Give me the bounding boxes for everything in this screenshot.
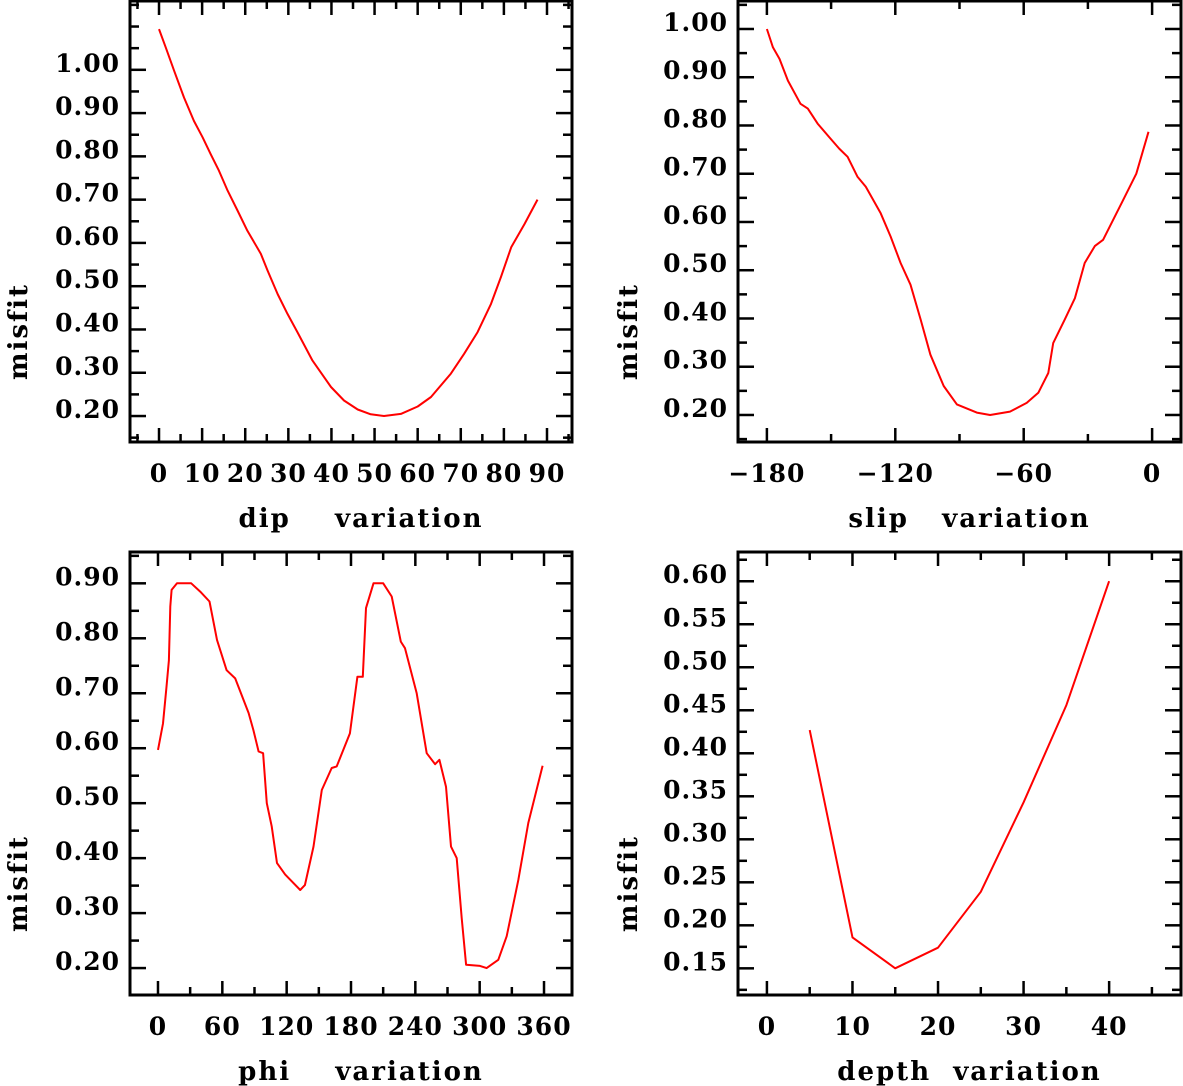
x-tick-label: 0 <box>758 1012 776 1041</box>
misfit-curve <box>157 582 544 970</box>
x-tick-label: 40 <box>313 459 350 488</box>
y-axis-label: misfit <box>4 835 34 932</box>
y-tick-label: 0.90 <box>55 92 120 121</box>
y-tick-label: 0.90 <box>663 56 728 85</box>
y-tick-label: 0.20 <box>663 904 728 933</box>
y-tick-label: 0.70 <box>55 672 120 701</box>
subplot-2: −180 −120 −60 0 1.00 0.90 0.80 0.70 0.60 0.50 0.40… <box>614 0 1183 534</box>
y-tick-label: 0.30 <box>663 818 728 847</box>
y-tick-label: 0.30 <box>55 352 120 381</box>
misfit-curve <box>808 580 1111 970</box>
plot-frame <box>128 550 574 997</box>
y-axis-label: misfit <box>614 283 644 380</box>
x-tick-label: 70 <box>442 459 479 488</box>
plot-frame <box>736 550 1183 997</box>
y-tick-label: 0.50 <box>55 782 120 811</box>
x-tick-label: 20 <box>227 459 264 488</box>
x-tick-label: 240 <box>388 1012 443 1041</box>
x-tick-label: 90 <box>529 459 566 488</box>
y-tick-label: 0.40 <box>663 297 728 326</box>
subplot-3: 0 60 120 180 240 300 360 0.90 0.80 0.70 0.60 0.50 0.… <box>4 550 574 1086</box>
y-tick-label: 0.15 <box>663 947 728 976</box>
x-tick-label: 0 <box>1143 459 1161 488</box>
y-tick-label: 0.60 <box>663 560 728 589</box>
subplot-4: 0 10 20 30 40 0.60 0.55 0.50 0.45 0.40 0.35 0.30 0.2… <box>614 550 1183 1086</box>
x-tick-label: 0 <box>149 1012 167 1041</box>
y-tick-label: 0.60 <box>55 222 120 251</box>
misfit-curve <box>158 28 539 417</box>
plot-frame <box>736 0 1183 444</box>
y-tick-label: 0.50 <box>55 265 120 294</box>
x-tick-label: 60 <box>204 1012 241 1041</box>
y-tick-label: 0.70 <box>663 153 728 182</box>
y-tick-label: 0.30 <box>663 346 728 375</box>
y-tick-label: 0.35 <box>663 775 728 804</box>
x-axis-label: slip variation <box>848 504 1090 534</box>
x-tick-label: 50 <box>356 459 393 488</box>
y-tick-label: 0.45 <box>663 689 728 718</box>
y-tick-label: 0.50 <box>663 249 728 278</box>
x-tick-label: 300 <box>452 1012 507 1041</box>
y-tick-label: 1.00 <box>663 8 728 37</box>
x-tick-label: 120 <box>259 1012 314 1041</box>
x-tick-label: 0 <box>150 459 168 488</box>
x-tick-label: 30 <box>270 459 307 488</box>
subplot-1: 0 10 20 30 40 50 60 70 80 90 1.00 0.90 0.80 0.70 0.60 0… <box>4 0 574 534</box>
x-axis-label: dip variation <box>239 504 484 534</box>
y-tick-label: 0.60 <box>663 201 728 230</box>
y-tick-label: 0.40 <box>55 837 120 866</box>
y-tick-label: 0.20 <box>55 947 120 976</box>
y-tick-label: 0.60 <box>55 727 120 756</box>
x-tick-label: 40 <box>1091 1012 1128 1041</box>
y-tick-label: 0.20 <box>663 394 728 423</box>
y-axis-label: misfit <box>4 283 34 380</box>
y-tick-label: 0.40 <box>663 732 728 761</box>
y-tick-label: 1.00 <box>55 49 120 78</box>
x-tick-label: 30 <box>1005 1012 1042 1041</box>
x-tick-label: 10 <box>834 1012 871 1041</box>
misfit-curve <box>765 28 1150 416</box>
x-tick-label: −120 <box>857 459 934 488</box>
y-tick-label: 0.80 <box>663 104 728 133</box>
x-axis-label: phi variation <box>238 1057 484 1086</box>
y-tick-label: 0.25 <box>663 861 728 890</box>
x-tick-label: 20 <box>920 1012 957 1041</box>
x-tick-label: 80 <box>485 459 522 488</box>
x-tick-label: −60 <box>994 459 1053 488</box>
y-tick-label: 0.90 <box>55 562 120 591</box>
x-tick-label: 180 <box>323 1012 378 1041</box>
x-tick-label: 60 <box>399 459 436 488</box>
y-tick-label: 0.50 <box>663 646 728 675</box>
y-tick-label: 0.80 <box>55 135 120 164</box>
x-axis-label: depth variation <box>837 1057 1101 1086</box>
plot-frame <box>128 0 574 444</box>
x-tick-label: 360 <box>516 1012 571 1041</box>
y-tick-label: 0.20 <box>55 395 120 424</box>
y-tick-label: 0.40 <box>55 308 120 337</box>
y-tick-label: 0.80 <box>55 617 120 646</box>
y-axis-label: misfit <box>614 835 644 932</box>
x-tick-label: 10 <box>184 459 221 488</box>
y-tick-label: 0.30 <box>55 892 120 921</box>
x-tick-label: −180 <box>728 459 805 488</box>
y-tick-label: 0.70 <box>55 179 120 208</box>
y-tick-label: 0.55 <box>663 603 728 632</box>
